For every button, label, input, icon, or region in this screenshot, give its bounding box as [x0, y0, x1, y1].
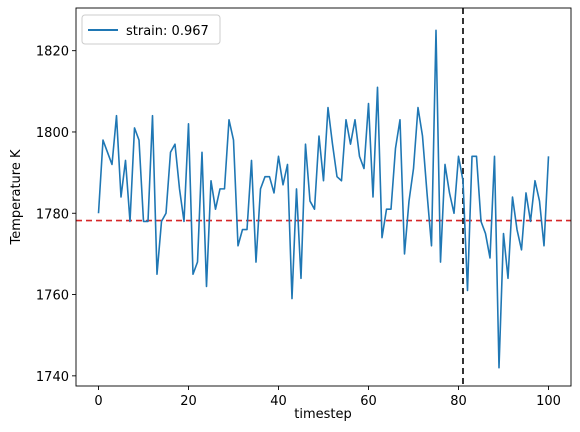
- x-axis: 0 20 40 60 80 100: [94, 386, 561, 409]
- x-tick-label: 80: [450, 394, 467, 409]
- plot-frame: [75, 7, 572, 387]
- y-tick-label: 1820: [36, 45, 69, 60]
- reference-lines: [76, 8, 571, 386]
- plot-area-background: [76, 8, 571, 386]
- y-tick-label: 1760: [36, 289, 69, 304]
- x-tick-label: 20: [180, 394, 197, 409]
- x-tick-label: 40: [270, 394, 287, 409]
- y-axis-label: Temperature K: [9, 149, 24, 245]
- x-tick-label: 0: [94, 394, 102, 409]
- legend-label-strain: strain: 0.967: [126, 24, 209, 39]
- legend: strain: 0.967: [81, 14, 221, 45]
- legend-box: [81, 14, 221, 45]
- series-layer: [97, 29, 550, 369]
- y-tick-label: 1800: [36, 126, 69, 141]
- y-tick-label: 1740: [36, 370, 69, 385]
- y-tick-label: 1780: [36, 207, 69, 222]
- x-axis-label: timestep: [294, 407, 352, 422]
- x-tick-label: 100: [536, 394, 561, 409]
- series-line-0: [97, 29, 550, 369]
- y-axis: 1740 1760 1780 1800 1820: [36, 45, 76, 385]
- x-tick-label: 60: [360, 394, 377, 409]
